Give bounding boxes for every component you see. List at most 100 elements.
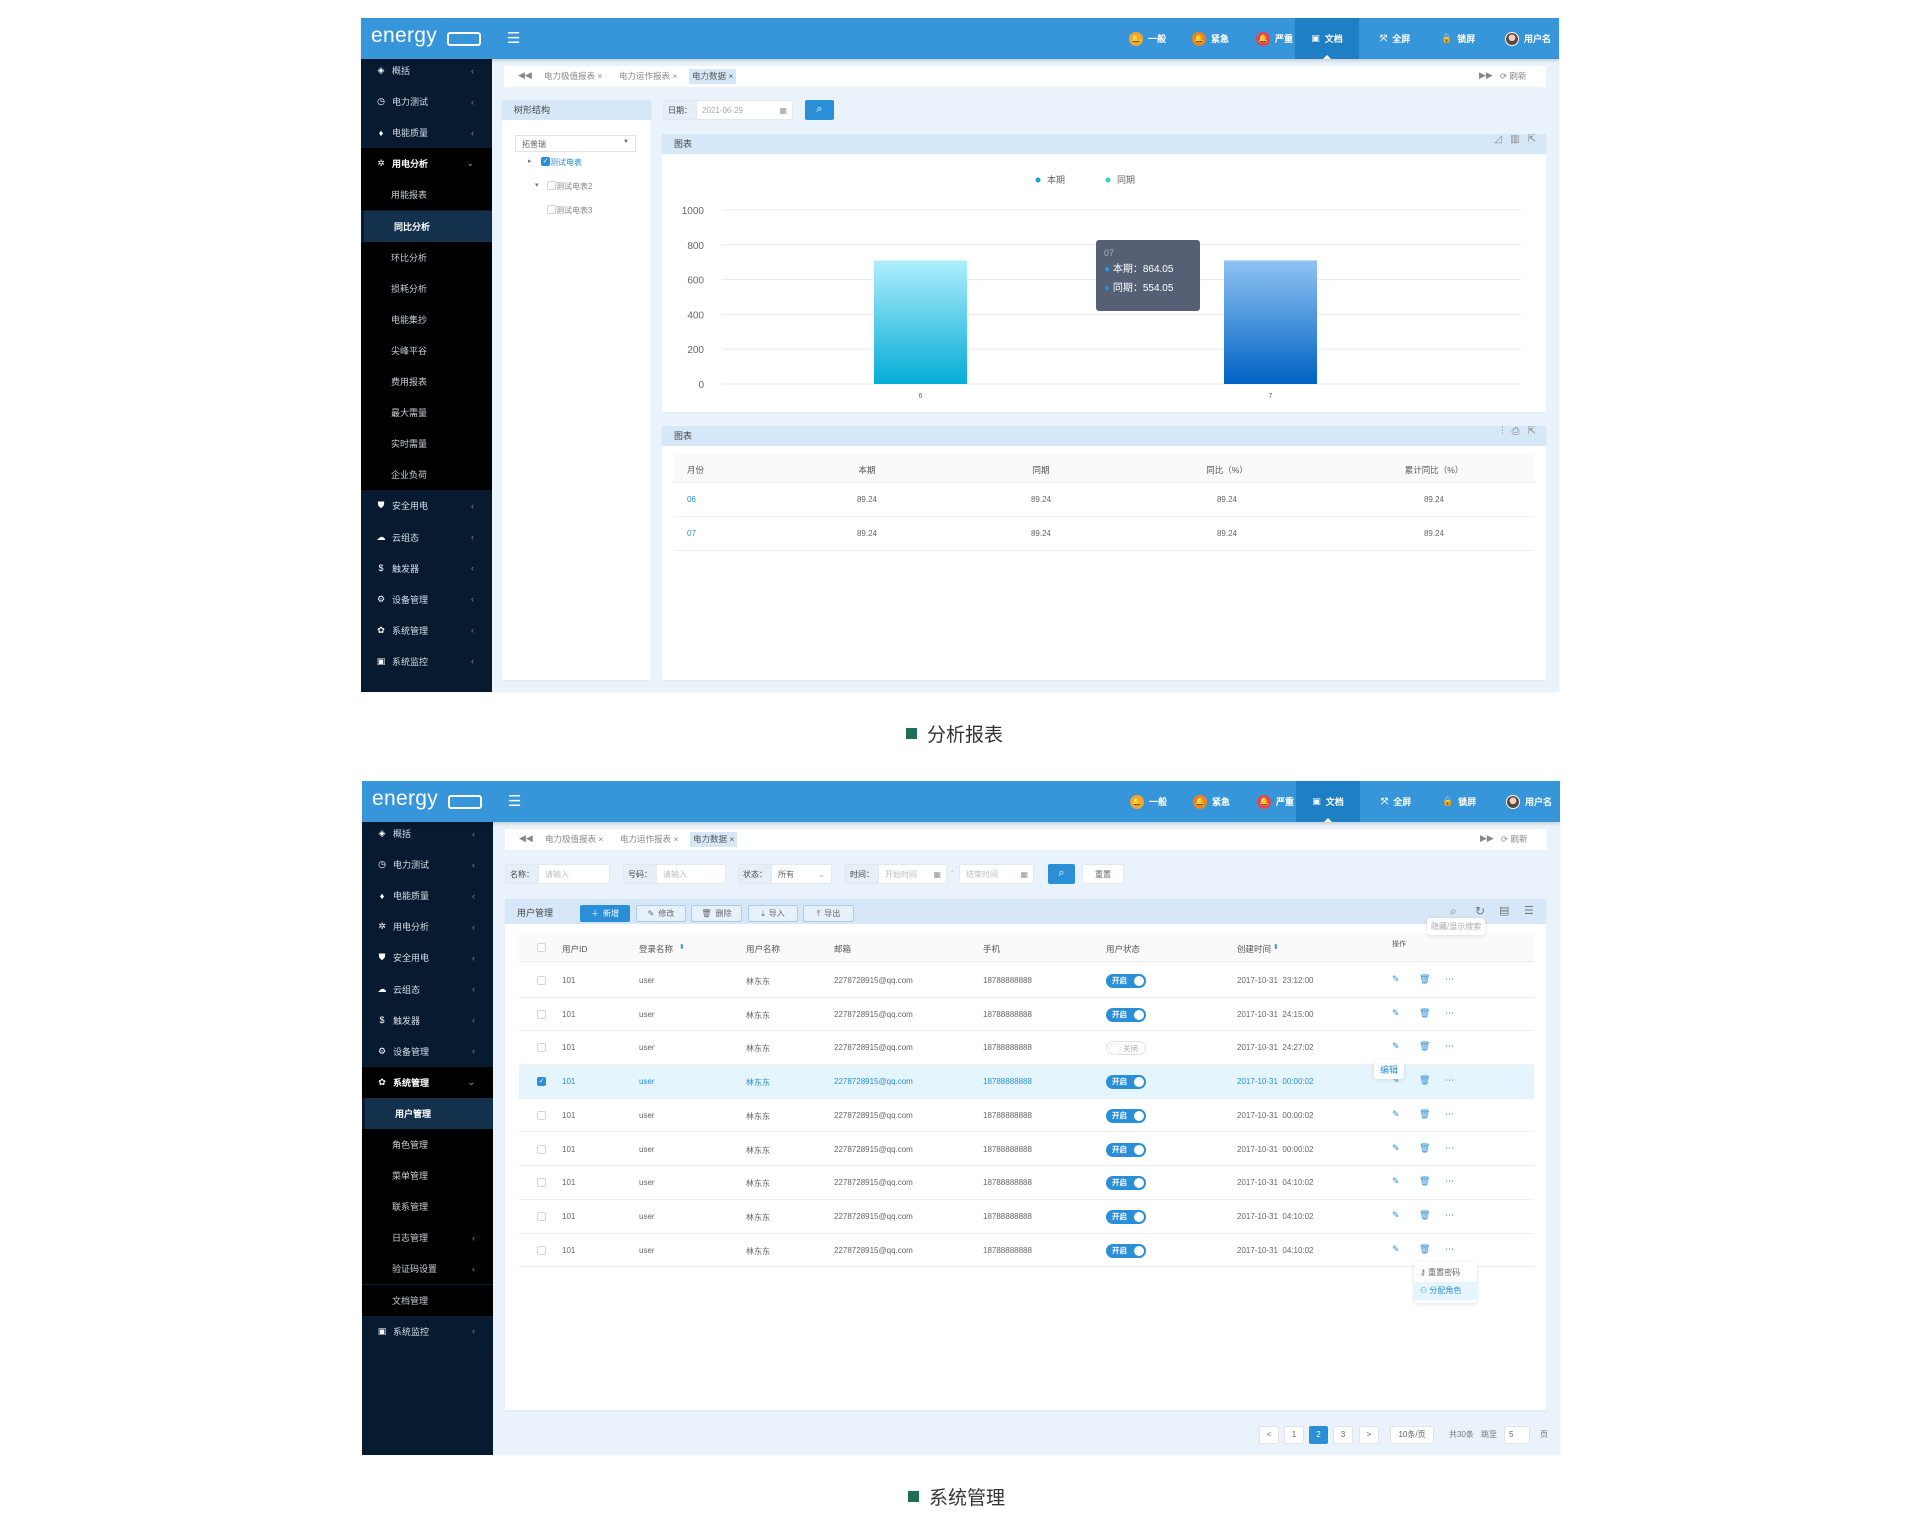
sidebar-item[interactable]: ♦ 电能质量 ‹: [361, 117, 492, 149]
close-icon[interactable]: ×: [598, 834, 604, 844]
sidebar-item[interactable]: $ 触发器 ‹: [362, 1004, 493, 1036]
fullscreen-button[interactable]: ⤧ 全屏: [1375, 781, 1417, 822]
trash-icon[interactable]: 🗑: [1419, 1176, 1431, 1187]
edit-icon[interactable]: ✎: [1392, 1243, 1400, 1254]
sidebar-item[interactable]: 用能报表: [361, 179, 492, 211]
sidebar-item[interactable]: 环比分析: [361, 241, 492, 273]
sidebar-item[interactable]: ☁ 云组态 ‹: [361, 521, 492, 553]
sidebar-item[interactable]: 尖峰平谷: [361, 334, 492, 366]
delete-button[interactable]: 🗑 删除: [691, 905, 742, 922]
sidebar-item[interactable]: 日志管理 ‹: [362, 1222, 493, 1254]
import-button[interactable]: ⤓ 导入: [748, 905, 798, 922]
row-checkbox[interactable]: [537, 1178, 546, 1188]
more-icon[interactable]: ⋯: [1445, 974, 1454, 984]
sidebar-item[interactable]: 同比分析: [364, 210, 492, 242]
sidebar-item[interactable]: ✿ 系统管理 ‹: [361, 614, 492, 646]
trash-icon[interactable]: 🗑: [1419, 1108, 1431, 1119]
tab-extreme-report[interactable]: 电力极值报表 ×: [542, 832, 606, 847]
refresh-button[interactable]: ⟳ 刷新: [1501, 833, 1528, 845]
edit-button[interactable]: ✎ 修改: [636, 905, 686, 922]
select-all-checkbox[interactable]: [537, 943, 546, 952]
scroll-right-icon[interactable]: ▶▶: [1479, 70, 1493, 80]
sidebar-item[interactable]: ✲ 用电分析 ‹: [362, 911, 493, 943]
table-row[interactable]: 101 user 林东东 2278728915@qq.com 18788888888 开启…: [519, 1166, 1534, 1200]
user-menu[interactable]: 用户名: [1500, 781, 1558, 822]
sidebar-item[interactable]: 用户管理: [365, 1097, 493, 1129]
status-toggle[interactable]: 关闭: [1106, 1041, 1146, 1056]
table-row[interactable]: ✓ 101 user 林东东 2278728915@qq.com 18788888888 开…: [519, 1065, 1534, 1099]
column-header[interactable]: 创建时间: [1237, 944, 1272, 954]
sidebar-item[interactable]: ▣ 系统监控 ‹: [361, 645, 492, 677]
print-icon[interactable]: ⎙: [1511, 426, 1520, 437]
more-icon[interactable]: ⋯: [1445, 1209, 1454, 1220]
row-checkbox[interactable]: [537, 1144, 546, 1154]
tree-checkbox[interactable]: ✓: [541, 157, 550, 166]
docs-button[interactable]: ▣ 文档: [1295, 18, 1359, 59]
alert-1-button[interactable]: 🔔 紧急: [1186, 18, 1235, 59]
trash-icon[interactable]: 🗑: [1419, 974, 1431, 984]
month-link[interactable]: 07: [687, 529, 696, 538]
tree-node[interactable]: ▸ ✓ 测试电表: [502, 156, 651, 168]
more-icon[interactable]: ⋯: [1445, 1007, 1454, 1018]
sidebar-item[interactable]: 损耗分析: [361, 272, 492, 304]
fullscreen-button[interactable]: ⤧ 全屏: [1374, 18, 1416, 59]
close-icon[interactable]: ×: [672, 71, 678, 81]
start-time-field[interactable]: 时间： 开始时间 ▦: [845, 864, 947, 884]
column-header[interactable]: 登录名称: [639, 944, 674, 954]
sidebar-item[interactable]: ▣ 系统监控 ‹: [362, 1315, 493, 1347]
table-row[interactable]: 101 user 林东东 2278728915@qq.com 18788888888 开启…: [519, 998, 1534, 1032]
status-toggle[interactable]: 开启: [1106, 1209, 1146, 1224]
edit-icon[interactable]: ✎: [1392, 1142, 1400, 1153]
tree-checkbox[interactable]: [547, 205, 556, 214]
refresh-button[interactable]: ⟳ 刷新: [1500, 70, 1527, 82]
row-checkbox[interactable]: [537, 1110, 546, 1120]
legend-label[interactable]: 同期: [1117, 175, 1135, 185]
tree-node[interactable]: 测试电表3: [502, 204, 651, 216]
tree-node[interactable]: ▾ 测试电表2: [502, 180, 651, 192]
reset-button[interactable]: 重置: [1082, 864, 1124, 884]
edit-icon[interactable]: ✎: [1392, 1075, 1400, 1086]
status-toggle[interactable]: 开启: [1106, 1176, 1146, 1191]
export-button[interactable]: ⤒ 导出: [803, 905, 854, 922]
sort-icon[interactable]: ⬍: [1273, 944, 1279, 951]
hamburger-icon[interactable]: ☰: [507, 30, 521, 47]
name-field[interactable]: 名称： 请输入: [505, 864, 610, 884]
row-checkbox[interactable]: [537, 1245, 546, 1255]
sidebar-item[interactable]: ♦ 电能质量 ‹: [362, 880, 493, 912]
sidebar-item[interactable]: 角色管理: [362, 1129, 493, 1160]
table-row[interactable]: 101 user 林东东 2278728915@qq.com 18788888888 开启…: [519, 964, 1534, 998]
more-icon[interactable]: ⋯: [1445, 1041, 1454, 1052]
next-page-button[interactable]: >: [1359, 1426, 1379, 1444]
status-toggle[interactable]: 开启: [1106, 974, 1146, 988]
trash-icon[interactable]: 🗑: [1419, 1075, 1431, 1086]
date-field[interactable]: 日期： 2021-06-29 ▦: [663, 100, 793, 120]
page-size-select[interactable]: 10条/页: [1390, 1426, 1434, 1444]
sidebar-item[interactable]: ⛊ 安全用电 ‹: [361, 490, 492, 522]
alert-2-button[interactable]: 🔔 严重: [1250, 18, 1299, 59]
bar-chart-icon[interactable]: ▥: [1510, 134, 1520, 145]
table-row[interactable]: 101 user 林东东 2278728915@qq.com 18788888888 开启…: [519, 1099, 1534, 1133]
sidebar-item[interactable]: ◷ 电力测试 ‹: [362, 849, 493, 881]
alert-0-button[interactable]: 🔔 一般: [1124, 781, 1173, 822]
edit-icon[interactable]: ✎: [1392, 1041, 1400, 1052]
sidebar-item[interactable]: 联系管理: [362, 1191, 493, 1223]
sidebar-item[interactable]: 实时需量: [361, 428, 492, 460]
tab-operation-report[interactable]: 电力运作报表 ×: [616, 69, 680, 84]
sidebar-item[interactable]: ⛊ 安全用电 ‹: [362, 942, 493, 974]
status-toggle[interactable]: 开启: [1106, 1007, 1146, 1022]
sidebar-item[interactable]: ◈ 概括 ‹: [362, 818, 493, 849]
edit-icon[interactable]: ✎: [1392, 1108, 1400, 1119]
table-row[interactable]: 101 user 林东东 2278728915@qq.com 18788888888 开启…: [519, 1133, 1534, 1167]
sidebar-item[interactable]: 企业负荷: [361, 459, 492, 491]
user-menu[interactable]: 用户名: [1499, 18, 1557, 59]
add-button[interactable]: ＋ 新增: [580, 905, 630, 922]
trash-icon[interactable]: 🗑: [1419, 1209, 1431, 1220]
row-checkbox[interactable]: [537, 976, 546, 985]
export-icon[interactable]: ⇱: [1527, 426, 1536, 437]
scroll-left-icon[interactable]: ◀◀: [518, 70, 532, 80]
sidebar-item[interactable]: ✿ 系统管理 ⌄: [362, 1066, 493, 1098]
tree-expand-icon[interactable]: ▾: [535, 182, 539, 189]
columns-icon[interactable]: ▤: [1499, 905, 1510, 917]
hamburger-icon[interactable]: ☰: [508, 793, 522, 810]
close-icon[interactable]: ×: [673, 834, 679, 844]
